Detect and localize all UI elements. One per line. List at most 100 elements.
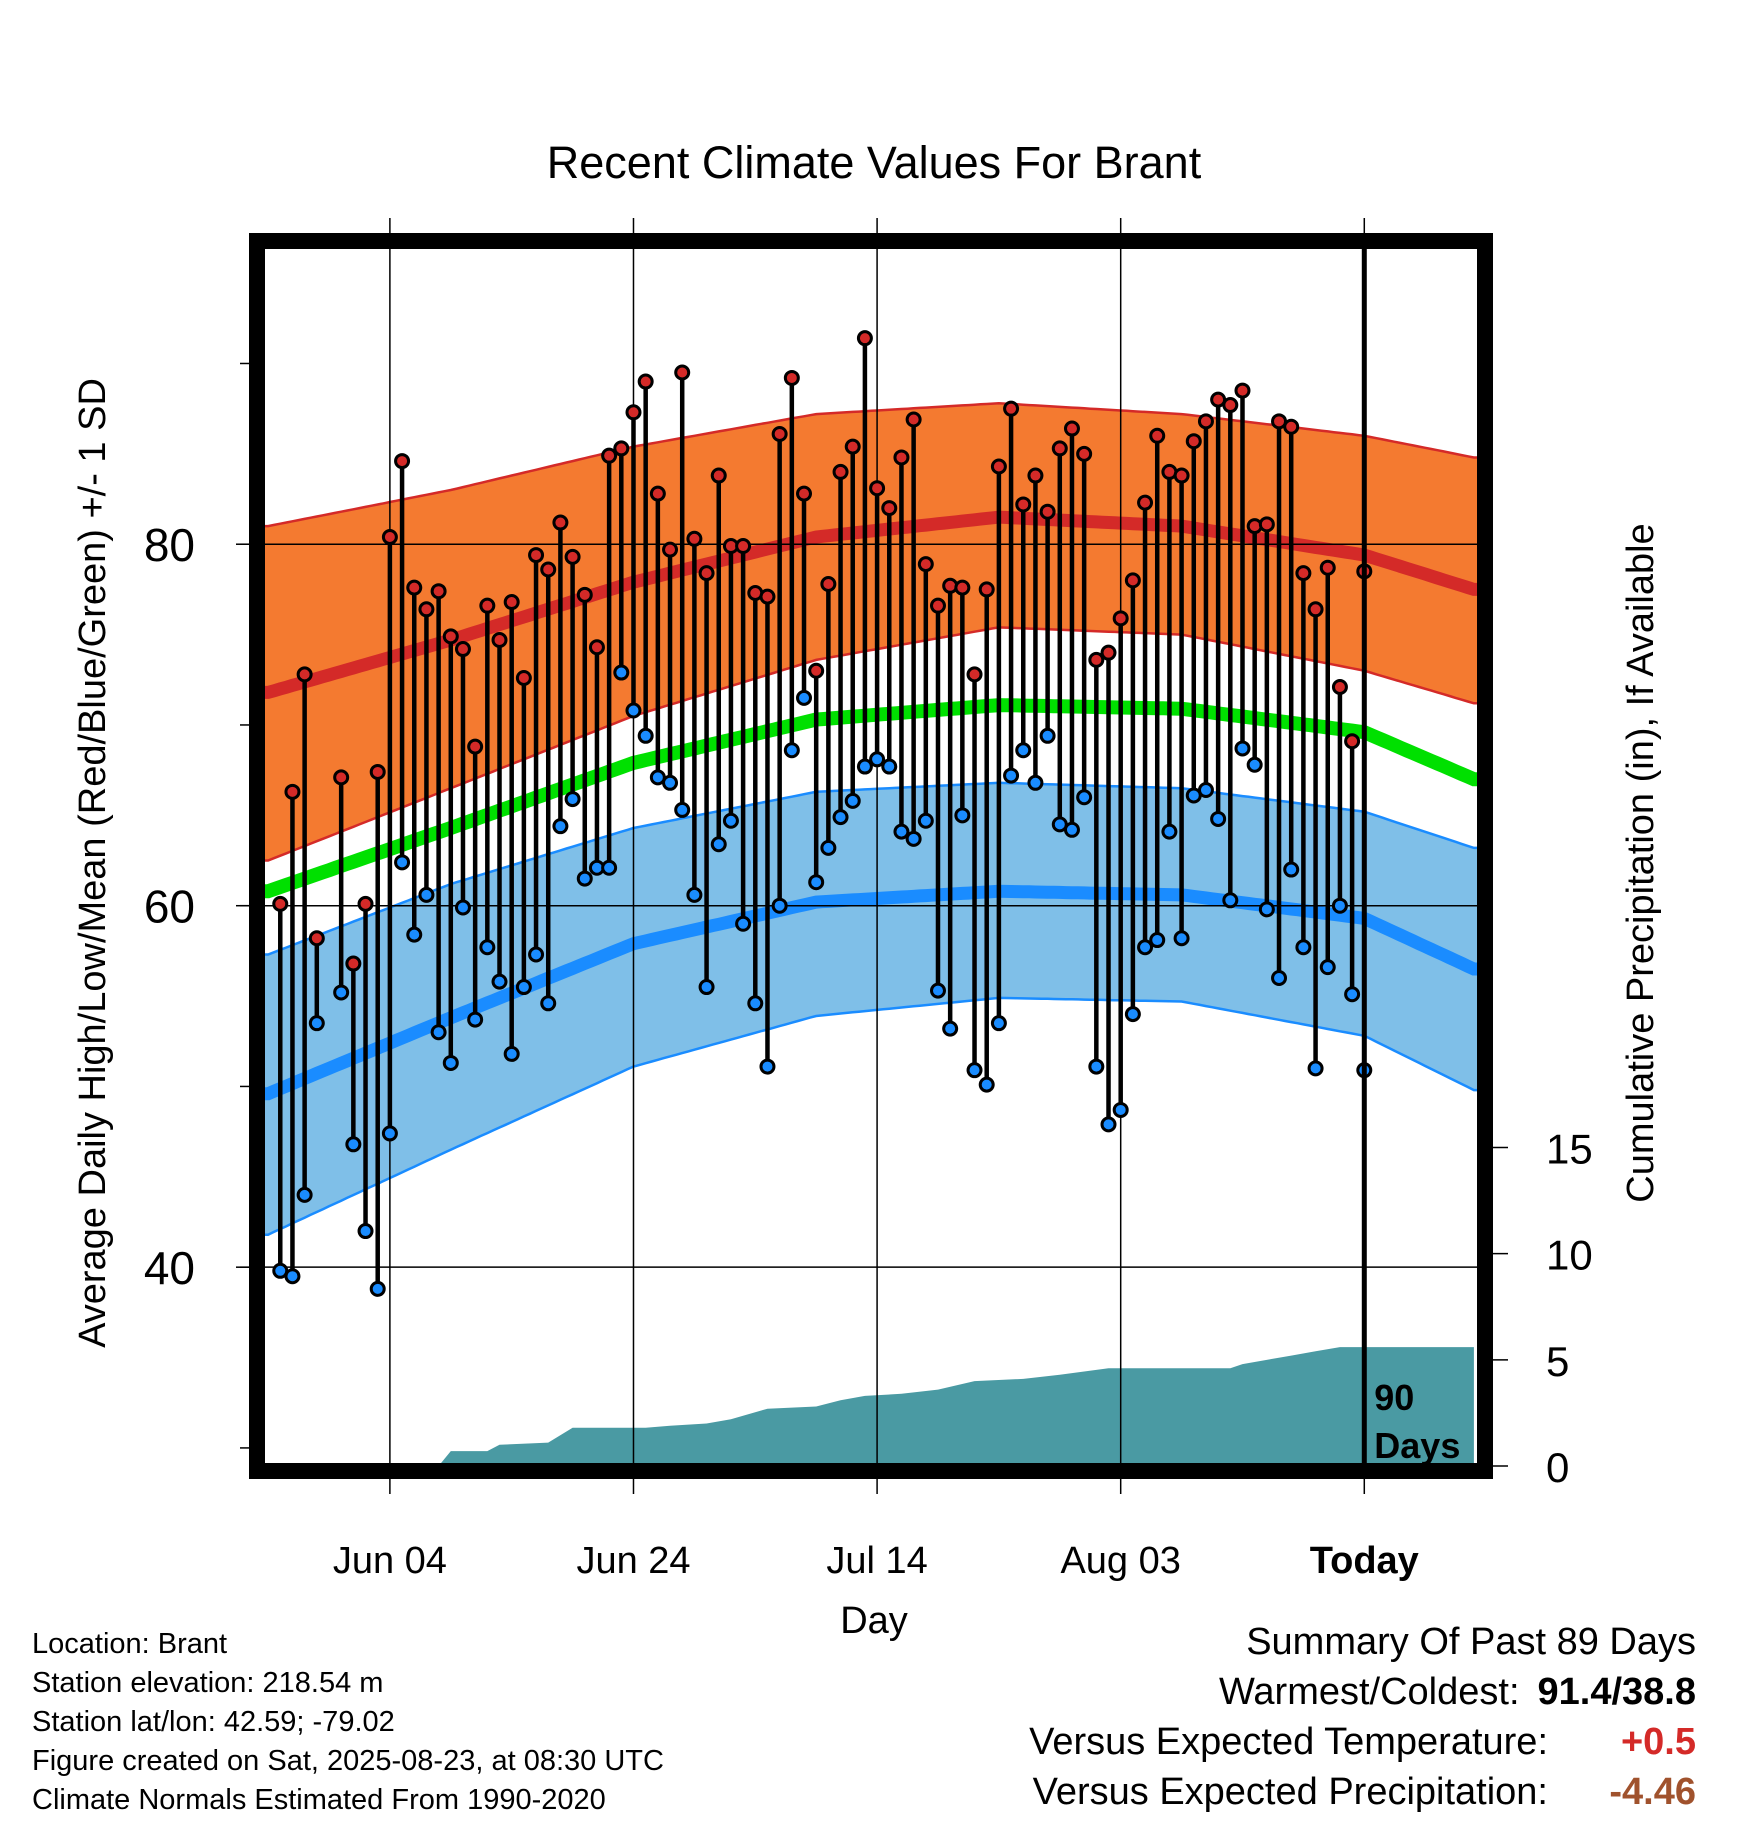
x-tick-label: Jun 24 — [576, 1540, 690, 1582]
daily-low-point — [722, 812, 739, 829]
daily-high-point — [686, 530, 703, 547]
daily-high-point — [796, 485, 813, 502]
daily-high-point — [1124, 572, 1141, 589]
daily-low-point — [284, 1268, 301, 1285]
daily-low-point — [893, 823, 910, 840]
daily-high-point — [649, 485, 666, 502]
y2-tick-label: 5 — [1546, 1338, 1569, 1385]
latlon-text: Station lat/lon: 42.59; -79.02 — [32, 1706, 395, 1738]
location-text: Location: Brant — [32, 1628, 228, 1660]
daily-high-point — [856, 330, 873, 347]
daily-low-point — [710, 836, 727, 853]
daily-high-point — [540, 561, 557, 578]
daily-low-point — [1344, 986, 1361, 1003]
daily-low-point — [1076, 789, 1093, 806]
daily-low-point — [966, 1062, 983, 1079]
daily-low-point — [1063, 821, 1080, 838]
daily-low-point — [454, 899, 471, 916]
daily-high-point — [771, 425, 788, 442]
daily-high-point — [808, 662, 825, 679]
daily-high-point — [552, 514, 569, 531]
daily-high-point — [978, 581, 995, 598]
daily-high-point — [1295, 565, 1312, 582]
elevation-text: Station elevation: 218.54 m — [32, 1667, 384, 1699]
precip-value: -4.46 — [1609, 1771, 1696, 1813]
precip-row: Versus Expected Precipitation: -4.46 — [1029, 1767, 1696, 1817]
daily-high-point — [917, 556, 934, 573]
daily-high-point — [1234, 382, 1251, 399]
daily-high-point — [479, 597, 496, 614]
daily-low-point — [333, 984, 350, 1001]
daily-high-point — [893, 449, 910, 466]
daily-high-point — [869, 480, 886, 497]
daily-low-point — [1100, 1116, 1117, 1133]
daily-low-point — [1112, 1101, 1129, 1118]
daily-low-point — [869, 751, 886, 768]
daily-high-point — [881, 500, 898, 517]
daily-low-point — [954, 807, 971, 824]
daily-high-point — [515, 669, 532, 686]
daily-low-point — [515, 979, 532, 996]
daily-low-point — [1137, 939, 1154, 956]
daily-high-point — [735, 538, 752, 555]
daily-low-point — [686, 886, 703, 903]
daily-low-point — [783, 742, 800, 759]
daily-high-point — [990, 458, 1007, 475]
daily-low-point — [1173, 930, 1190, 947]
daily-high-point — [613, 440, 630, 457]
daily-low-point — [613, 664, 630, 681]
y-tick-label: 60 — [144, 881, 195, 933]
y2-axis-label: Cumulative Precipitation (in), If Availa… — [1620, 523, 1662, 1202]
daily-low-point — [479, 939, 496, 956]
x-tick-label: Jun 04 — [333, 1540, 447, 1582]
daily-low-point — [1003, 767, 1020, 784]
daily-high-point — [503, 594, 520, 611]
daily-high-point — [345, 955, 362, 972]
summary-panel: Summary Of Past 89 Days Warmest/Coldest:… — [1029, 1617, 1696, 1817]
daily-low-point — [1149, 932, 1166, 949]
daily-low-point — [418, 886, 435, 903]
plot-content — [262, 246, 1480, 1466]
daily-high-point — [820, 575, 837, 592]
daily-high-point — [467, 738, 484, 755]
daily-high-point — [1076, 445, 1093, 462]
daily-high-point — [783, 369, 800, 386]
daily-low-point — [308, 1015, 325, 1032]
daily-high-point — [1063, 420, 1080, 437]
today-marker-label: 90 — [1374, 1377, 1414, 1418]
daily-high-point — [832, 463, 849, 480]
daily-low-point — [796, 689, 813, 706]
daily-low-point — [759, 1058, 776, 1075]
daily-low-point — [467, 1011, 484, 1028]
daily-high-point — [1137, 494, 1154, 511]
daily-low-point — [1210, 810, 1227, 827]
daily-low-point — [430, 1024, 447, 1041]
daily-high-point — [1039, 503, 1056, 520]
station-info: Location: Brant Station elevation: 218.5… — [32, 1625, 664, 1820]
daily-low-point — [552, 818, 569, 835]
daily-low-point — [357, 1223, 374, 1240]
daily-high-point — [357, 895, 374, 912]
today-marker-label: Days — [1374, 1425, 1460, 1466]
daily-high-point — [296, 666, 313, 683]
daily-low-point — [747, 995, 764, 1012]
daily-high-point — [284, 783, 301, 800]
y-tick-label: 40 — [144, 1242, 195, 1294]
daily-low-point — [990, 1015, 1007, 1032]
daily-high-point — [1319, 559, 1336, 576]
daily-high-point — [454, 641, 471, 658]
daily-high-point — [1100, 644, 1117, 661]
x-tick-label: Today — [1310, 1540, 1419, 1582]
daily-high-point — [966, 666, 983, 683]
daily-high-point — [601, 447, 618, 464]
daily-high-point — [381, 528, 398, 545]
x-axis-label: Day — [840, 1600, 908, 1642]
daily-high-point — [418, 601, 435, 618]
daily-low-point — [406, 926, 423, 943]
x-tick-label: Jul 14 — [826, 1540, 927, 1582]
daily-low-point — [345, 1136, 362, 1153]
precip-label: Versus Expected Precipitation: — [1032, 1771, 1548, 1813]
daily-low-point — [1295, 939, 1312, 956]
daily-low-point — [381, 1125, 398, 1142]
daily-low-point — [625, 702, 642, 719]
